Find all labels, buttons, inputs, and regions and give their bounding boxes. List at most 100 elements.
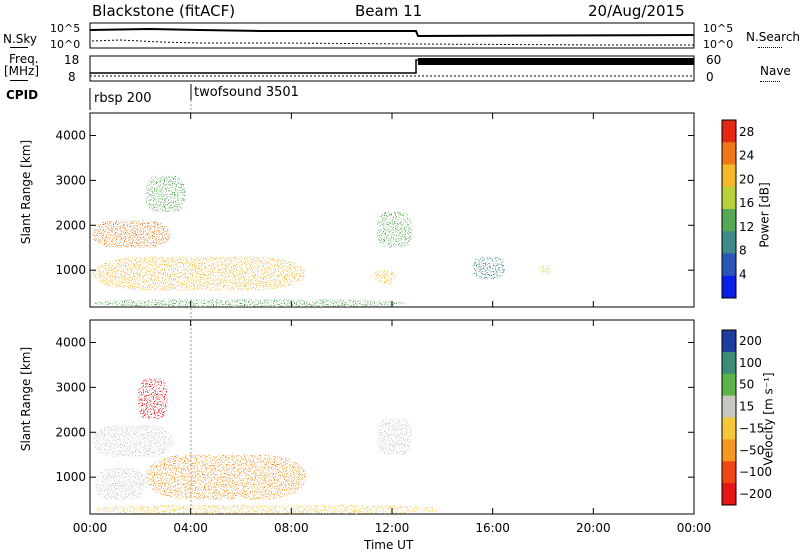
noise-right-bottom: 10^0 — [703, 38, 734, 51]
power-blob-4 — [92, 299, 405, 307]
cpid-segment-2: twofsound 3501 — [194, 85, 299, 100]
noise-left-top: 10^5 — [50, 22, 81, 35]
power-colorbar-swatch-7 — [722, 275, 736, 299]
power-colorbar-swatch-1 — [722, 142, 736, 165]
velocity-y-tick-label-3: 4000 — [55, 335, 86, 349]
velocity-colorbar-swatch-3 — [722, 395, 736, 418]
power-y-tick-label-1: 2000 — [55, 218, 86, 232]
freq-right-top: 60 — [706, 53, 722, 67]
nsearch-legend-line — [758, 47, 782, 48]
velocity-colorbar-label: Velocity [m s⁻¹] — [761, 372, 776, 466]
velocity-y-tick-label-0: 1000 — [55, 470, 86, 484]
velocity-y-tick-label-1: 2000 — [55, 425, 86, 439]
velocity-colorbar-swatch-2 — [722, 373, 736, 397]
power-colorbar-tick-6: 4 — [739, 267, 747, 281]
velocity-colorbar-swatch-7 — [722, 483, 736, 506]
nsky-label: N.Sky — [3, 32, 38, 46]
power-colorbar-tick-1: 24 — [739, 149, 754, 163]
power-colorbar-frame — [721, 119, 737, 299]
date-title: 20/Aug/2015 — [588, 2, 685, 20]
freq-left-bottom: 8 — [68, 70, 76, 84]
x-tick-label-1: 04:00 — [173, 521, 208, 535]
velocity-colorbar-swatch-5 — [722, 439, 736, 462]
velocity-colorbar-tick-3: 15 — [739, 400, 754, 414]
cpid-label: CPID — [6, 88, 39, 102]
power-colorbar-swatch-6 — [722, 253, 736, 277]
velocity-colorbar-swatch-6 — [722, 461, 736, 484]
noise-panel — [89, 22, 695, 49]
power-y-tick-label-0: 1000 — [55, 263, 86, 277]
power-colorbar-tick-3: 16 — [739, 196, 754, 210]
velocity-blob-5 — [92, 505, 443, 514]
power-colorbar-swatch-3 — [722, 186, 736, 210]
x-tick-label-3: 12:00 — [375, 521, 410, 535]
noise-right-top: 10^5 — [703, 22, 734, 35]
noise-sky-trace — [89, 27, 695, 38]
velocity-colorbar-frame — [721, 329, 737, 506]
power-y-tick-label-2: 3000 — [55, 173, 86, 187]
velocity-blob-2 — [137, 378, 169, 419]
noise-left-bottom: 10^0 — [50, 38, 81, 51]
velocity-blob-4 — [145, 454, 307, 500]
velocity-panel: 1000 2000 3000 4000 — [55, 319, 695, 515]
velocity-y-axis-label: Slant Range [km] — [19, 346, 34, 452]
power-blob-8 — [537, 265, 551, 275]
freq-label-1: Freq. — [9, 52, 39, 66]
velocity-colorbar-swatch-1 — [722, 351, 736, 375]
x-tick-label-5: 20:00 — [576, 521, 611, 535]
x-tick-label-4: 16:00 — [475, 521, 510, 535]
velocity-blob-1 — [92, 425, 174, 457]
velocity-y-tick-label-2: 3000 — [55, 380, 86, 394]
nave-band — [418, 58, 694, 65]
freq-right-bottom: 0 — [706, 70, 714, 84]
velocity-colorbar-tick-6: −100 — [739, 465, 772, 479]
power-blob-6 — [374, 270, 395, 284]
power-blob-3 — [92, 256, 307, 291]
station-title: Blackstone (fitACF) — [92, 2, 236, 20]
nsky-legend-line — [10, 47, 28, 48]
x-axis-label: Time UT — [364, 538, 414, 552]
frequency-panel — [89, 55, 695, 82]
power-blob-7 — [472, 256, 506, 280]
velocity-colorbar-swatch-4 — [722, 417, 736, 440]
x-axis-ticks: 00:00 04:00 08:00 12:00 16:00 20:00 00:00 — [73, 113, 711, 535]
power-panel: 1000 2000 3000 4000 — [55, 112, 695, 308]
velocity-blob-6 — [376, 418, 413, 455]
velocity-colorbar-swatch-0 — [722, 330, 736, 353]
power-y-tick-label-3: 4000 — [55, 128, 86, 142]
freq-legend-line — [10, 80, 28, 81]
nsearch-label: N.Search — [746, 30, 800, 44]
power-colorbar-swatch-0 — [722, 120, 736, 143]
nave-legend-line — [760, 81, 780, 82]
x-tick-label-0: 00:00 — [73, 521, 108, 535]
velocity-colorbar-tick-2: 50 — [739, 378, 754, 392]
noise-search-trace — [91, 39, 694, 46]
power-y-axis-label: Slant Range [km] — [19, 139, 34, 245]
velocity-colorbar-tick-7: −200 — [739, 487, 772, 501]
power-colorbar-tick-4: 12 — [739, 220, 754, 234]
power-colorbar-tick-2: 20 — [739, 172, 754, 186]
velocity-colorbar-tick-0: 200 — [739, 334, 762, 348]
velocity-colorbar: 200 100 50 15 −15 −50 −100 −200 — [721, 329, 772, 506]
velocity-colorbar-tick-4: −15 — [739, 421, 764, 435]
power-colorbar-swatch-4 — [722, 209, 736, 232]
power-colorbar-swatch-5 — [722, 231, 736, 254]
cpid-segment-1: rbsp 200 — [94, 91, 152, 106]
power-colorbar-tick-0: 28 — [739, 125, 754, 139]
x-tick-label-2: 08:00 — [274, 521, 309, 535]
power-blob-1 — [92, 220, 171, 248]
nave-label: Nave — [760, 64, 791, 78]
beam-title: Beam 11 — [355, 2, 423, 20]
power-colorbar: 28 24 20 16 12 8 4 — [721, 119, 754, 299]
freq-left-top: 18 — [64, 53, 80, 67]
power-colorbar-tick-5: 8 — [739, 244, 747, 258]
power-blob-5 — [376, 211, 413, 248]
velocity-colorbar-tick-1: 100 — [739, 356, 762, 370]
velocity-blob-3 — [95, 468, 146, 500]
power-colorbar-swatch-2 — [722, 164, 736, 188]
power-colorbar-label: Power [dB] — [757, 182, 772, 248]
freq-label-2: [MHz] — [4, 64, 40, 78]
power-blob-2 — [145, 175, 186, 212]
velocity-colorbar-tick-5: −50 — [739, 443, 764, 457]
